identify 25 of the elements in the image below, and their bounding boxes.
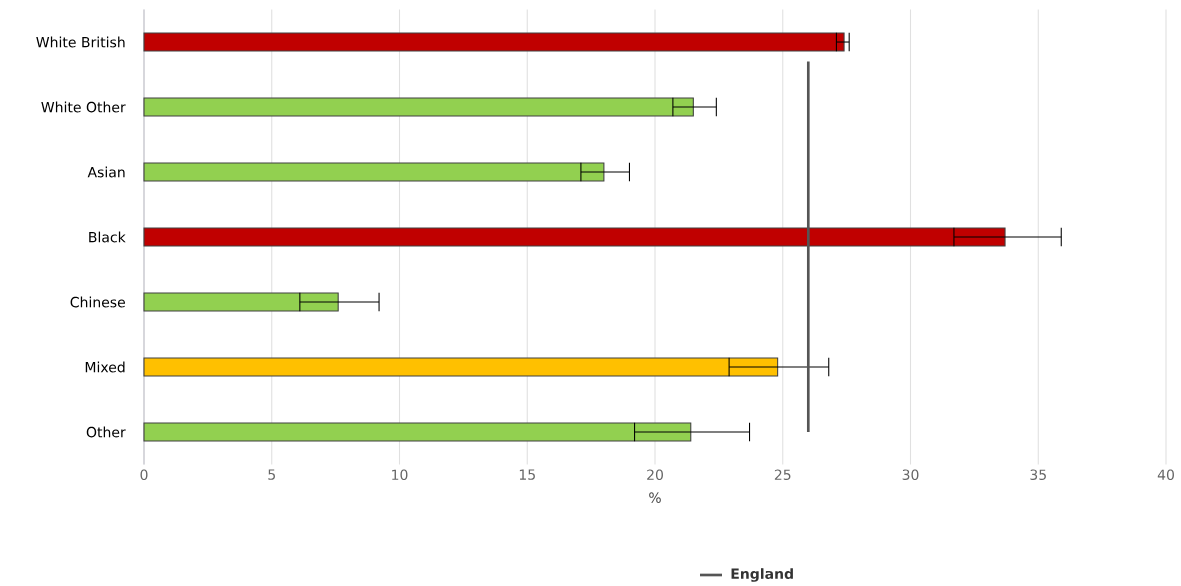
y-tick-label: Other [86, 426, 126, 438]
x-axis-title: % [649, 492, 661, 503]
bar [143, 422, 692, 442]
x-tick-label: 20 [647, 469, 663, 481]
y-tick-label: Chinese [70, 296, 125, 308]
y-tick-label: Asian [87, 166, 125, 178]
y-tick-label: Mixed [85, 361, 125, 373]
bar [143, 97, 694, 117]
bar [143, 162, 605, 182]
x-tick-label: 15 [519, 469, 535, 480]
x-tick-label: 0 [140, 469, 148, 481]
x-tick-label: 25 [774, 469, 791, 481]
bar [143, 292, 339, 312]
x-tick-label: 30 [902, 469, 919, 481]
y-tick-label: White Other [41, 101, 126, 113]
x-tick-label: 35 [1030, 469, 1046, 481]
x-tick-label: 10 [392, 469, 408, 481]
x-tick-label: 40 [1157, 469, 1174, 481]
bar [143, 227, 1006, 247]
legend-label: England [731, 568, 793, 582]
bar [143, 32, 845, 52]
bar [143, 357, 779, 377]
x-tick-label: 5 [268, 469, 275, 480]
y-tick-label: White British [36, 36, 125, 48]
y-tick-label: Black [89, 231, 126, 243]
